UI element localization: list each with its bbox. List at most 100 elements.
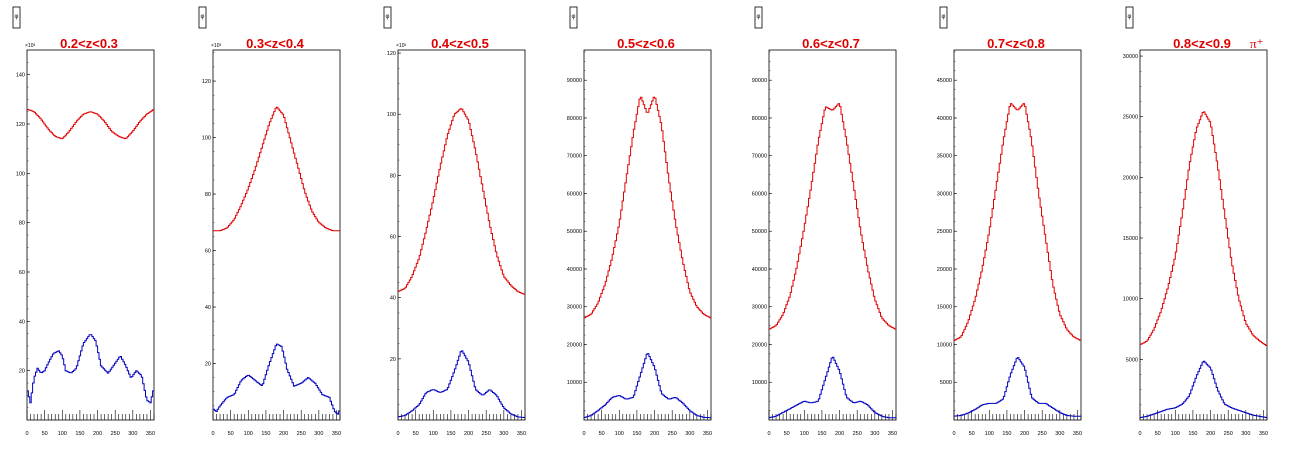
series-blue [769, 356, 896, 419]
panel-title: 0.3<z<0.4 [246, 36, 305, 51]
x-tick-label: 250 [668, 431, 677, 437]
y-tick-label: 10000 [752, 380, 767, 386]
y-tick-label: 25000 [1123, 115, 1138, 121]
series-blue [213, 343, 340, 415]
y-tick-label: 45000 [937, 78, 952, 84]
y-tick-label: 40 [390, 296, 396, 302]
y-multiplier: ×10³ [211, 43, 221, 49]
plot-frame [212, 49, 341, 421]
x-tick-label: 200 [464, 431, 473, 437]
plot-frame [397, 49, 526, 421]
y-tick-label: 20 [205, 362, 211, 368]
panel-title: 0.5<z<0.6 [617, 36, 675, 51]
x-tick-label: 250 [1224, 431, 1233, 437]
panel-1: φ 0.2<z<0.3 ×10³ 0 50 100 150 200 250 300 350 20 40 6… [12, 6, 155, 437]
plot-frame [26, 49, 155, 421]
x-tick-label: 100 [985, 431, 994, 437]
x-tick-label: 350 [146, 431, 155, 437]
x-tick-label: 150 [817, 431, 826, 437]
x-tick-label: 200 [1206, 431, 1215, 437]
x-tick-label: 300 [685, 431, 694, 437]
y-tick-label: 60 [19, 270, 25, 276]
ylabel-box [198, 6, 207, 29]
y-tick-label: 80 [19, 221, 25, 227]
y-tick-label: 80 [205, 192, 211, 198]
y-tick-label: 20 [390, 357, 396, 363]
series-red [584, 96, 711, 319]
x-tick-label: 50 [228, 431, 234, 437]
series-blue [27, 334, 154, 404]
ylabel: φ [1128, 14, 1132, 20]
panel-3: φ 0.4<z<0.5 ×10³ 0 50 100 150 200 250 300 350 20 40 6… [383, 6, 526, 437]
x-tick-label: 350 [703, 431, 712, 437]
panel-4: φ 0.5<z<0.6 0 50 100 150 200 250 300 350 10000 2000… [567, 6, 712, 437]
series-blue [954, 357, 1081, 417]
ylabel-box [12, 6, 21, 29]
x-tick-label: 300 [1055, 431, 1064, 437]
x-tick-label: 0 [396, 431, 399, 437]
ylabel: φ [572, 14, 576, 20]
x-tick-label: 350 [517, 431, 526, 437]
x-tick-label: 50 [42, 431, 48, 437]
x-tick-label: 50 [969, 431, 975, 437]
y-tick-label: 20000 [752, 342, 767, 348]
y-tick-label: 35000 [937, 154, 952, 160]
y-tick-label: 40000 [752, 267, 767, 273]
ylabel: φ [201, 14, 205, 20]
y-tick-label: 15000 [1123, 236, 1138, 242]
y-tick-label: 15000 [937, 305, 952, 311]
x-tick-label: 300 [1241, 431, 1250, 437]
y-tick-label: 40 [19, 319, 25, 325]
y-tick-label: 5000 [1126, 357, 1138, 363]
x-tick-label: 300 [128, 431, 137, 437]
x-tick-label: 100 [58, 431, 67, 437]
y-tick-label: 120 [202, 79, 211, 85]
x-tick-label: 150 [261, 431, 270, 437]
y-tick-label: 60 [390, 235, 396, 241]
x-tick-label: 200 [93, 431, 102, 437]
x-tick-label: 350 [1073, 431, 1082, 437]
panel-title: 0.2<z<0.3 [60, 36, 118, 51]
x-tick-label: 0 [25, 431, 28, 437]
x-tick-label: 50 [1155, 431, 1161, 437]
y-tick-label: 50000 [567, 229, 582, 235]
x-tick-label: 300 [499, 431, 508, 437]
x-tick-label: 50 [413, 431, 419, 437]
plot-frame [953, 49, 1082, 421]
x-tick-label: 150 [1188, 431, 1197, 437]
series-red [954, 103, 1081, 341]
ylabel: φ [15, 14, 19, 20]
x-tick-label: 150 [632, 431, 641, 437]
y-tick-label: 120 [16, 122, 25, 128]
y-tick-label: 20000 [567, 342, 582, 348]
x-tick-label: 0 [952, 431, 955, 437]
ylabel-box [939, 6, 948, 29]
y-tick-label: 140 [16, 73, 25, 79]
x-tick-label: 200 [650, 431, 659, 437]
x-tick-label: 50 [599, 431, 605, 437]
y-tick-label: 30000 [567, 305, 582, 311]
x-tick-label: 0 [582, 431, 585, 437]
panel-title: 0.8<z<0.9 [1173, 36, 1231, 51]
y-tick-label: 10000 [567, 380, 582, 386]
y-tick-label: 50000 [752, 229, 767, 235]
x-tick-label: 50 [784, 431, 790, 437]
series-red [769, 103, 896, 330]
x-tick-label: 250 [297, 431, 306, 437]
plot-frame [768, 49, 897, 421]
ylabel: φ [386, 14, 390, 20]
plot-frame [583, 49, 712, 421]
ylabel-box [383, 6, 392, 29]
x-tick-label: 100 [429, 431, 438, 437]
series-red [213, 106, 340, 232]
y-tick-label: 100 [387, 112, 396, 118]
y-tick-label: 20000 [937, 267, 952, 273]
y-tick-label: 80000 [567, 116, 582, 122]
y-tick-label: 40 [205, 305, 211, 311]
ylabel-box [1125, 6, 1134, 29]
x-tick-label: 100 [244, 431, 253, 437]
y-tick-label: 90000 [567, 78, 582, 84]
x-tick-label: 0 [1138, 431, 1141, 437]
x-tick-label: 300 [870, 431, 879, 437]
x-tick-label: 150 [446, 431, 455, 437]
